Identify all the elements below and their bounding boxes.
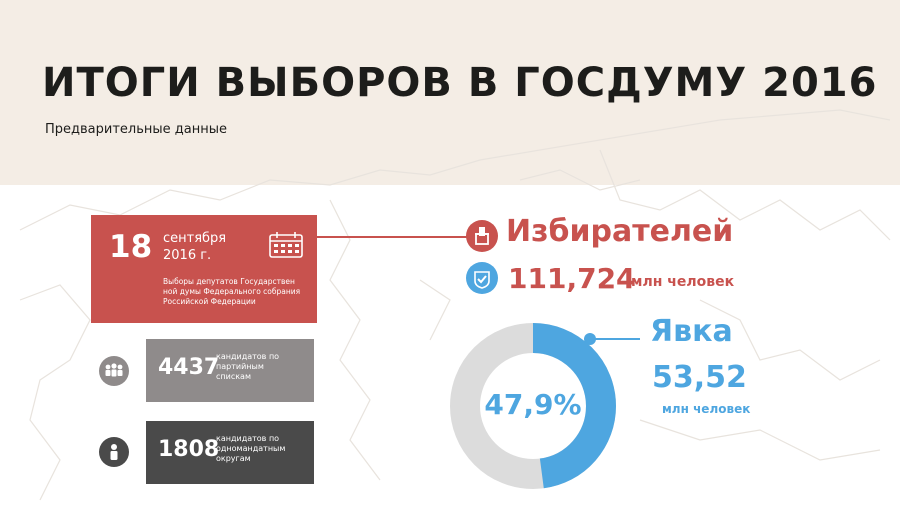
- single-districts-value: 1808: [158, 437, 220, 462]
- single-districts-card: 1808 кандидатов по одномандатным округам: [146, 421, 314, 484]
- party-lists-card: 4437 кандидатов по партийным спискам: [146, 339, 314, 402]
- turnout-label: Явка: [650, 314, 733, 349]
- header-band: [0, 0, 900, 185]
- calendar-icon: [269, 232, 303, 258]
- page-subtitle: Предварительные данные: [45, 122, 227, 137]
- election-date-card: 18 сентября 2016 г. Выборы депутатов Гос…: [91, 215, 317, 323]
- voters-label: Избирателей: [506, 214, 734, 249]
- check-icon: [466, 262, 498, 294]
- voters-value: 111,724: [508, 262, 636, 295]
- election-year: 2016 г.: [163, 248, 212, 263]
- page-title: ИТОГИ ВЫБОРОВ В ГОСДУМУ 2016: [42, 60, 878, 106]
- election-month-year: сентября 2016 г.: [163, 230, 226, 264]
- party-lists-value: 4437: [158, 355, 220, 380]
- turnout-connector-line: [590, 338, 640, 340]
- single-districts-description: кандидатов по одномандатным округам: [216, 434, 286, 463]
- date-connector-line: [317, 236, 467, 238]
- turnout-value: 53,52: [652, 360, 747, 395]
- donut-arc: [450, 323, 616, 489]
- turnout-percent: 47,9%: [484, 388, 582, 421]
- turnout-unit: млн человек: [662, 402, 751, 416]
- turnout-donut: [450, 323, 616, 489]
- turnout-connector-dot: [584, 333, 596, 345]
- person-icon: [99, 437, 129, 467]
- party-lists-description: кандидатов по партийным спискам: [216, 352, 280, 381]
- election-description: Выборы депутатов Государствен ной думы Ф…: [163, 277, 301, 306]
- voters-unit: млн человек: [631, 274, 735, 290]
- ballot-box-icon: [466, 220, 498, 252]
- group-icon: [99, 356, 129, 386]
- election-month: сентября: [163, 231, 227, 246]
- election-day: 18: [109, 229, 153, 265]
